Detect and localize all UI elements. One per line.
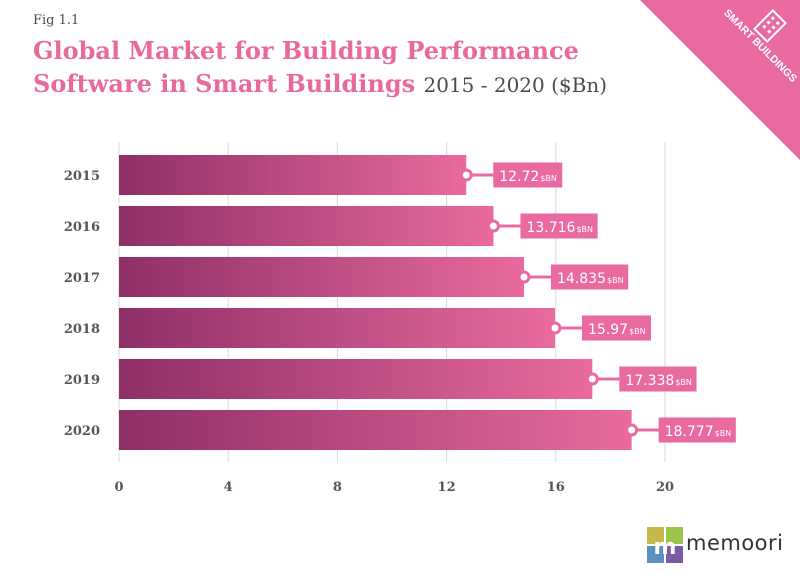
data-label-unit: $BN xyxy=(540,174,557,183)
callout-marker xyxy=(517,270,531,284)
data-label-unit: $BN xyxy=(715,429,732,438)
y-tick-label: 2019 xyxy=(64,373,100,388)
y-tick-label: 2020 xyxy=(64,424,100,439)
callout-marker xyxy=(625,423,639,437)
y-tick-label: 2016 xyxy=(64,220,100,235)
chart-title: Global Market for Building Performance S… xyxy=(33,34,673,102)
x-tick-label: 8 xyxy=(333,480,342,495)
data-label-unit: $BN xyxy=(675,378,692,387)
bar xyxy=(119,359,593,399)
data-label-unit: $BN xyxy=(607,276,624,285)
chart-title-text: Global Market for Building Performance S… xyxy=(33,36,579,98)
x-tick-label: 20 xyxy=(656,480,674,495)
callout-box xyxy=(581,315,651,341)
brand-name: memoori xyxy=(686,531,784,555)
y-tick-label: 2015 xyxy=(64,169,100,184)
callout-box xyxy=(619,366,697,392)
badge-triangle xyxy=(640,0,800,160)
bar xyxy=(119,308,555,348)
callout-box xyxy=(493,162,563,188)
bar xyxy=(119,410,632,450)
data-label-unit: $BN xyxy=(629,327,646,336)
callout-marker xyxy=(459,168,473,182)
x-tick-label: 0 xyxy=(114,480,123,495)
chart-subtitle: 2015 - 2020 ($Bn) xyxy=(423,73,608,97)
callout-marker xyxy=(486,219,500,233)
bar xyxy=(119,257,524,297)
data-label-unit: $BN xyxy=(576,225,593,234)
callout-marker xyxy=(585,372,599,386)
x-tick-label: 12 xyxy=(438,480,456,495)
memoori-logo-icon: m xyxy=(647,527,683,567)
callout-box xyxy=(658,417,736,443)
callout-box xyxy=(550,264,629,290)
figure-label: Fig 1.1 xyxy=(33,13,80,28)
x-tick-label: 4 xyxy=(224,480,233,495)
bar xyxy=(119,206,494,246)
callout-marker xyxy=(548,321,562,335)
x-tick-label: 16 xyxy=(547,480,565,495)
smart-buildings-badge: SMART BUILDINGS xyxy=(640,0,800,160)
bar xyxy=(119,155,467,195)
svg-text:m: m xyxy=(654,535,677,560)
y-tick-label: 2018 xyxy=(64,322,100,337)
callout-box xyxy=(520,213,598,239)
y-tick-label: 2017 xyxy=(64,271,100,286)
